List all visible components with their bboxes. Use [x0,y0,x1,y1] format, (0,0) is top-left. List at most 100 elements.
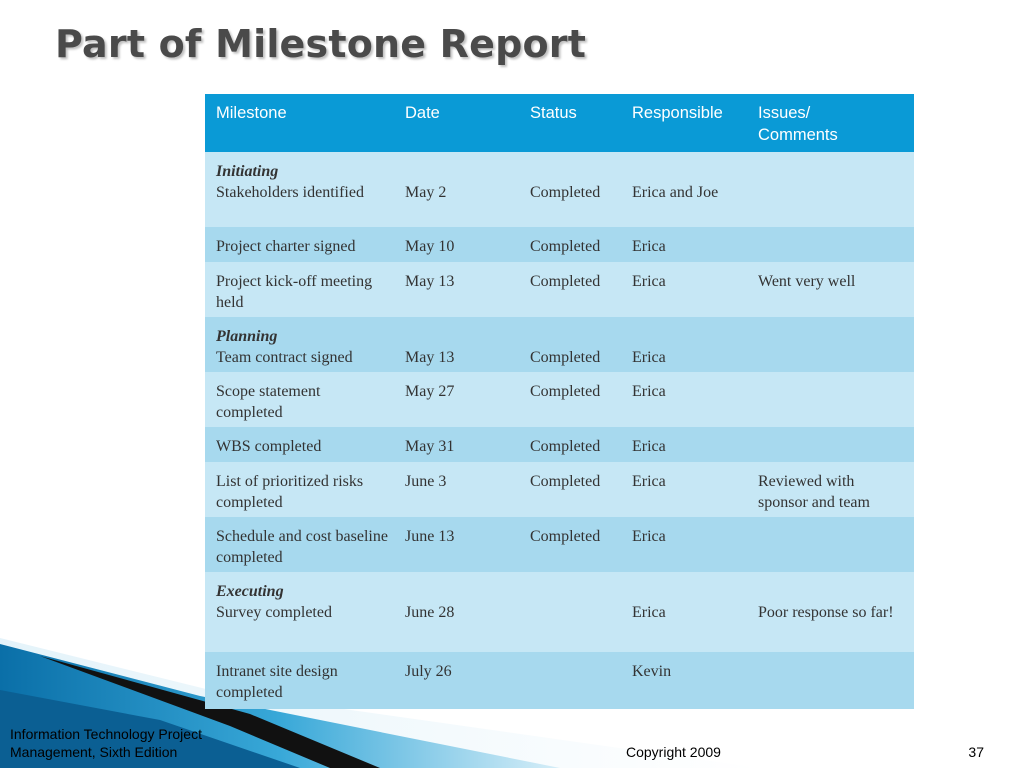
responsible-text: Erica [632,238,666,255]
milestone-cell: WBS completed [205,427,394,462]
date-cell: May 13 [394,317,519,372]
comments-cell: Reviewed with sponsor and team [747,462,914,517]
responsible-cell: Kevin [621,652,747,709]
table-row: Scope statement completed May 27 Complet… [205,372,914,427]
column-header-responsible: Responsible [621,94,747,152]
date-text: May 10 [405,238,455,255]
column-header-date: Date [394,94,519,152]
responsible-text: Erica [632,273,666,290]
comments-cell: Went very well [747,262,914,317]
table-row: Schedule and cost baseline completed Jun… [205,517,914,572]
responsible-text: Erica and Joe [632,184,719,201]
table-row: Planning Team contract signed May 13 Comp… [205,317,914,372]
footer-source: Information Technology Project Managemen… [10,726,202,760]
date-cell: May 2 [394,152,519,227]
milestone-table: Milestone Date Status Responsible Issues… [205,94,914,709]
milestone-text: WBS completed [216,438,322,455]
table-row: Executing Survey completed June 28 Erica … [205,572,914,652]
milestone-text: List of prioritized risks completed [216,473,364,511]
date-cell: May 27 [394,372,519,427]
status-cell [519,652,621,709]
responsible-cell: Erica [621,462,747,517]
milestone-cell: Project kick-off meeting held [205,262,394,317]
milestone-text: Team contract signed [216,349,353,366]
responsible-cell: Erica [621,517,747,572]
status-text: Completed [530,438,601,455]
status-text: Completed [530,273,601,290]
status-text: Completed [530,349,601,366]
comments-text: Reviewed with sponsor and team [758,473,870,511]
milestone-text: Schedule and cost baseline completed [216,528,388,566]
date-cell: June 3 [394,462,519,517]
status-cell: Completed [519,317,621,372]
phase-label: Executing [216,583,284,600]
status-cell: Completed [519,462,621,517]
table-row: Initiating Stakeholders identified May 2 … [205,152,914,227]
comments-cell [747,427,914,462]
responsible-cell: Erica and Joe [621,152,747,227]
table-header-row: Milestone Date Status Responsible Issues… [205,94,914,152]
phase-label: Initiating [216,163,279,180]
status-cell: Completed [519,152,621,227]
status-cell: Completed [519,427,621,462]
milestone-table-container: Milestone Date Status Responsible Issues… [205,94,914,709]
date-text: June 13 [405,528,455,545]
comments-cell: Poor response so far! [747,572,914,652]
date-text: July 26 [405,663,452,680]
column-header-comments: Issues/ Comments [747,94,914,152]
comments-cell [747,227,914,262]
status-text: Completed [530,238,601,255]
milestone-text: Project charter signed [216,238,356,255]
date-cell: May 10 [394,227,519,262]
responsible-cell: Erica [621,427,747,462]
responsible-text: Erica [632,473,666,490]
date-cell: May 31 [394,427,519,462]
table-row: Project charter signed May 10 Completed … [205,227,914,262]
responsible-cell: Erica [621,372,747,427]
responsible-text: Kevin [632,663,672,680]
date-text: May 27 [405,383,455,400]
slide-title: Part of Milestone Report [55,22,587,66]
slide-number: 37 [968,744,984,760]
date-cell: July 26 [394,652,519,709]
comments-cell [747,372,914,427]
table-row: List of prioritized risks completed June… [205,462,914,517]
footer-copyright: Copyright 2009 [626,744,721,760]
date-text: June 28 [405,604,455,621]
date-text: May 31 [405,438,455,455]
date-cell: June 28 [394,572,519,652]
milestone-cell: Planning Team contract signed [205,317,394,372]
column-header-comments-label: Issues/ Comments [758,104,838,144]
milestone-cell: Intranet site design completed [205,652,394,709]
status-cell: Completed [519,372,621,427]
responsible-cell: Erica [621,227,747,262]
responsible-cell: Erica [621,572,747,652]
responsible-cell: Erica [621,317,747,372]
status-text: Completed [530,184,601,201]
table-row: Intranet site design completed July 26 K… [205,652,914,709]
milestone-text: Scope statement completed [216,383,321,421]
date-text: May 13 [405,349,455,366]
responsible-text: Erica [632,383,666,400]
responsible-cell: Erica [621,262,747,317]
comments-cell [747,652,914,709]
responsible-text: Erica [632,604,666,621]
milestone-cell: Schedule and cost baseline completed [205,517,394,572]
status-cell: Completed [519,262,621,317]
status-text: Completed [530,473,601,490]
milestone-cell: Executing Survey completed [205,572,394,652]
responsible-text: Erica [632,528,666,545]
comments-text: Poor response so far! [758,604,894,621]
phase-label: Planning [216,328,278,345]
responsible-text: Erica [632,349,666,366]
comments-text: Went very well [758,273,856,290]
table-row: Project kick-off meeting held May 13 Com… [205,262,914,317]
column-header-status: Status [519,94,621,152]
milestone-text: Project kick-off meeting held [216,273,373,311]
date-text: June 3 [405,473,447,490]
table-row: WBS completed May 31 Completed Erica [205,427,914,462]
status-text: Completed [530,528,601,545]
milestone-cell: Project charter signed [205,227,394,262]
responsible-text: Erica [632,438,666,455]
